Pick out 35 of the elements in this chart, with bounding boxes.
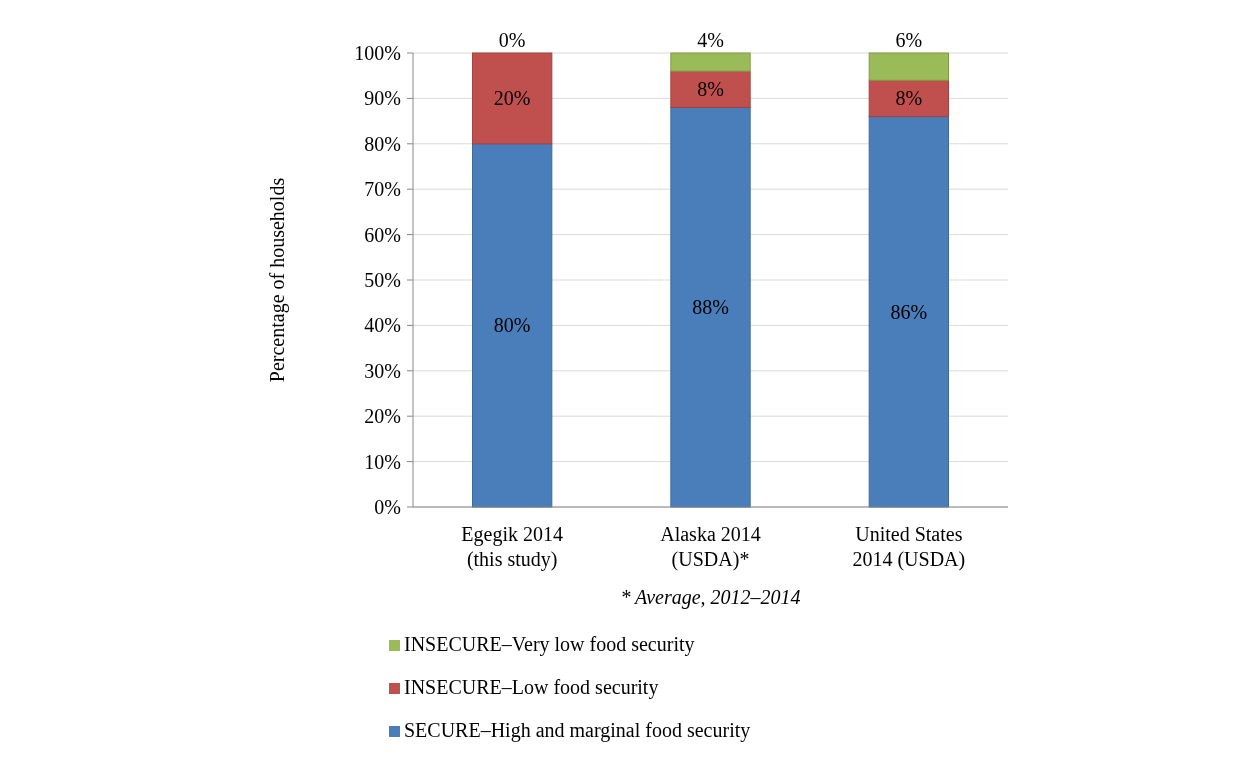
bar bbox=[868, 116, 949, 508]
y-tick-label: 100% bbox=[354, 42, 401, 64]
bar bbox=[670, 106, 751, 508]
bar bbox=[670, 52, 751, 72]
x-tick-label: Egegik 2014 (this study) bbox=[461, 523, 563, 571]
data-label: 4% bbox=[697, 29, 724, 51]
data-label: 8% bbox=[895, 87, 923, 110]
bar bbox=[472, 52, 553, 145]
y-tick-label: 80% bbox=[364, 132, 401, 155]
y-tick-label: 60% bbox=[364, 223, 401, 246]
y-tick-label: 20% bbox=[364, 405, 401, 428]
x-tick-label: Alaska 2014 (USDA)* bbox=[660, 523, 761, 571]
data-label: 0% bbox=[498, 29, 526, 51]
data-label: 88% bbox=[692, 296, 729, 319]
text: * Average, 2012–2014 bbox=[620, 586, 801, 609]
y-tick-label: 40% bbox=[364, 314, 401, 337]
y-tick-label: 70% bbox=[364, 178, 401, 201]
y-tick-label: 30% bbox=[364, 359, 401, 382]
bar bbox=[472, 143, 553, 508]
y-axis-title: Percentage of households bbox=[266, 177, 289, 383]
y-tick-label: 10% bbox=[364, 450, 401, 473]
y-tick-label: 0% bbox=[374, 496, 401, 518]
data-label: 6% bbox=[895, 29, 923, 51]
bar bbox=[868, 52, 949, 81]
x-tick-label: United States 2014 (USDA) bbox=[852, 523, 966, 571]
data-label: 86% bbox=[890, 300, 928, 323]
legend-label: INSECURE–Very low food security bbox=[404, 633, 695, 656]
data-label: 8% bbox=[697, 78, 724, 101]
bar bbox=[670, 70, 751, 108]
y-tick-label: 90% bbox=[364, 87, 401, 110]
legend-label: INSECURE–Low food security bbox=[404, 676, 659, 699]
y-tick-label: 50% bbox=[364, 269, 401, 291]
data-label: 80% bbox=[493, 314, 531, 337]
data-label: 20% bbox=[493, 87, 531, 110]
legend-label: SECURE–High and marginal food security bbox=[404, 719, 751, 742]
